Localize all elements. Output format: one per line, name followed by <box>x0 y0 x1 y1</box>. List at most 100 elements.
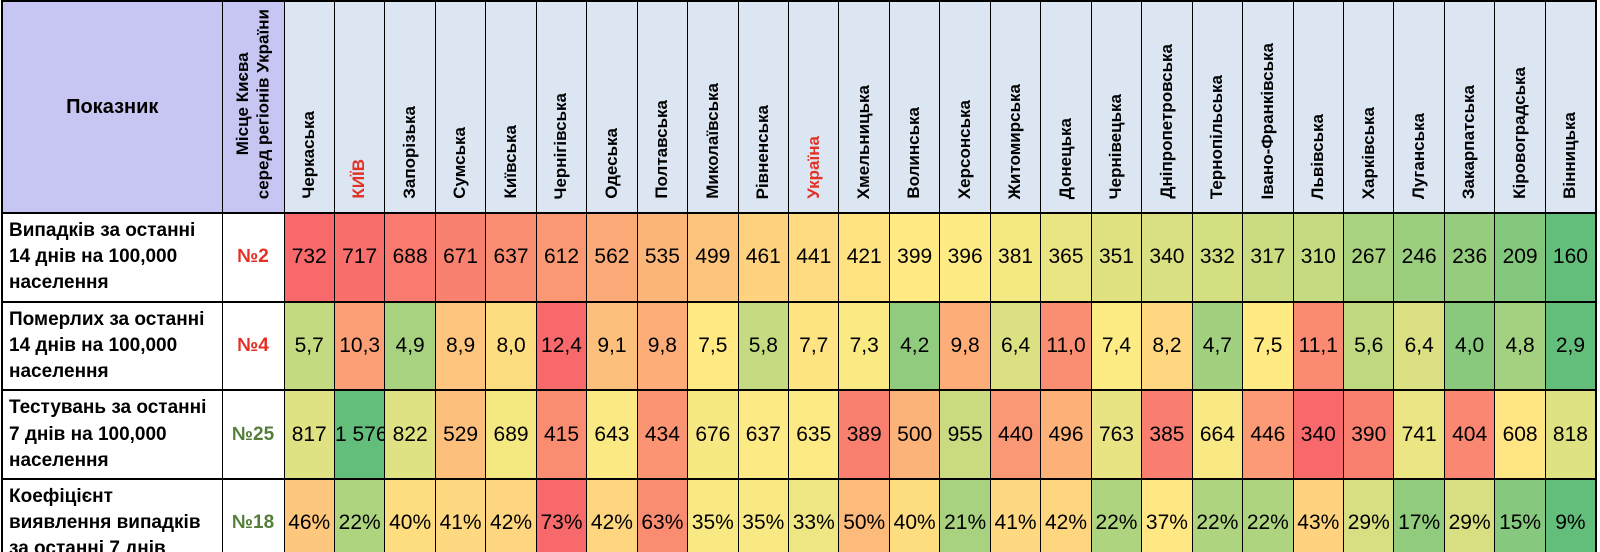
value-cell: 689 <box>485 389 537 480</box>
region-column-header-12: Волинська <box>888 0 941 214</box>
value-cell: 8,0 <box>485 301 537 392</box>
value-cell: 43% <box>1292 478 1345 552</box>
region-column-header-label: Харківська <box>1358 106 1378 199</box>
value-cell: 8,2 <box>1141 301 1193 392</box>
value-cell: 381 <box>989 212 1042 303</box>
value-cell: 637 <box>485 212 537 303</box>
value-cell: 246 <box>1393 212 1445 303</box>
value-cell: 2,9 <box>1544 301 1597 392</box>
value-cell: 688 <box>384 212 436 303</box>
region-column-header-15: Донецька <box>1040 0 1092 214</box>
row-label: Коефіцієнт виявлення випадків за останні… <box>1 478 223 552</box>
region-column-header-6: Одеська <box>586 0 638 214</box>
value-cell: 441 <box>788 212 840 303</box>
region-column-header-label: Дніпропетровська <box>1156 44 1176 199</box>
value-cell: 22% <box>1242 478 1294 552</box>
region-column-header-5: Чернігівська <box>535 0 588 214</box>
region-column-header-label: Миколаївська <box>702 83 722 199</box>
value-cell: 365 <box>1040 212 1092 303</box>
value-cell: 9,8 <box>636 301 689 392</box>
value-cell: 732 <box>283 212 335 303</box>
region-column-header-2: Запорізька <box>384 0 436 214</box>
region-column-header-label: Рівненська <box>753 104 773 199</box>
value-cell: 8,9 <box>434 301 487 392</box>
value-cell: 717 <box>333 212 386 303</box>
region-column-header-22: Луганська <box>1393 0 1445 214</box>
value-cell: 340 <box>1141 212 1193 303</box>
region-column-header-label: КИЇВ <box>349 159 369 199</box>
value-cell: 4,7 <box>1191 301 1244 392</box>
value-cell: 22% <box>1090 478 1143 552</box>
value-cell: 500 <box>888 389 941 480</box>
region-column-header-11: Хмельницька <box>838 0 890 214</box>
value-cell: 535 <box>636 212 689 303</box>
value-cell: 7,3 <box>838 301 890 392</box>
value-cell: 11,0 <box>1040 301 1092 392</box>
value-cell: 637 <box>737 389 790 480</box>
region-column-header-18: Тернопільська <box>1191 0 1244 214</box>
value-cell: 42% <box>586 478 638 552</box>
region-column-header-label: Запорізька <box>399 106 419 199</box>
value-cell: 33% <box>788 478 840 552</box>
row-label: Померлих за останні 14 днів на 100,000 н… <box>1 301 223 392</box>
region-column-header-label: Луганська <box>1409 112 1428 199</box>
value-cell: 35% <box>687 478 739 552</box>
value-cell: 434 <box>636 389 689 480</box>
value-cell: 562 <box>586 212 638 303</box>
value-cell: 955 <box>939 389 991 480</box>
region-column-header-label: Херсонська <box>954 99 974 199</box>
indicator-column-header: Показник <box>1 0 223 214</box>
region-column-header-label: Одеська <box>601 128 621 199</box>
value-cell: 7,5 <box>687 301 739 392</box>
value-cell: 440 <box>989 389 1042 480</box>
value-cell: 9,1 <box>586 301 638 392</box>
region-column-header-label: Кіровоградська <box>1509 67 1529 199</box>
value-cell: 41% <box>434 478 487 552</box>
value-cell: 612 <box>535 212 588 303</box>
value-cell: 396 <box>939 212 991 303</box>
value-cell: 22% <box>1191 478 1244 552</box>
value-cell: 73% <box>535 478 588 552</box>
region-column-header-10: Україна <box>788 0 840 214</box>
value-cell: 5,6 <box>1343 301 1395 392</box>
value-cell: 635 <box>788 389 840 480</box>
value-cell: 4,2 <box>888 301 941 392</box>
table-row-2: Тестувань за останні 7 днів на 100,000 н… <box>1 389 1597 480</box>
region-column-header-label: Чернігівська <box>551 92 571 199</box>
table-header-row: Показник Місце Києва серед регіонів Укра… <box>1 0 1597 214</box>
region-column-header-7: Полтавська <box>636 0 689 214</box>
value-cell: 6,4 <box>989 301 1042 392</box>
region-column-header-label: Івано-Франківська <box>1257 42 1277 199</box>
value-cell: 351 <box>1090 212 1143 303</box>
value-cell: 4,8 <box>1494 301 1546 392</box>
value-cell: 763 <box>1090 389 1143 480</box>
region-column-header-9: Рівненська <box>737 0 790 214</box>
region-column-header-label: Вінницька <box>1560 112 1580 199</box>
value-cell: 817 <box>283 389 335 480</box>
value-cell: 446 <box>1242 389 1294 480</box>
value-cell: 529 <box>434 389 487 480</box>
region-column-header-19: Івано-Франківська <box>1242 0 1294 214</box>
region-column-header-label: Тернопільська <box>1207 74 1227 199</box>
value-cell: 42% <box>485 478 537 552</box>
value-cell: 40% <box>384 478 436 552</box>
value-cell: 10,3 <box>333 301 386 392</box>
value-cell: 17% <box>1393 478 1445 552</box>
value-cell: 643 <box>586 389 638 480</box>
table-row-0: Випадків за останні 14 днів на 100,000 н… <box>1 212 1597 303</box>
value-cell: 29% <box>1343 478 1395 552</box>
value-cell: 415 <box>535 389 588 480</box>
value-cell: 5,8 <box>737 301 790 392</box>
value-cell: 404 <box>1443 389 1496 480</box>
region-column-header-label: Житомирська <box>1005 83 1025 199</box>
value-cell: 317 <box>1242 212 1294 303</box>
region-column-header-8: Миколаївська <box>687 0 739 214</box>
region-column-header-17: Дніпропетровська <box>1141 0 1193 214</box>
value-cell: 671 <box>434 212 487 303</box>
table-body: Випадків за останні 14 днів на 100,000 н… <box>1 212 1597 552</box>
value-cell: 818 <box>1544 389 1597 480</box>
region-column-header-25: Вінницька <box>1544 0 1597 214</box>
region-column-header-13: Херсонська <box>939 0 991 214</box>
value-cell: 7,7 <box>788 301 840 392</box>
region-column-header-1: КИЇВ <box>333 0 386 214</box>
